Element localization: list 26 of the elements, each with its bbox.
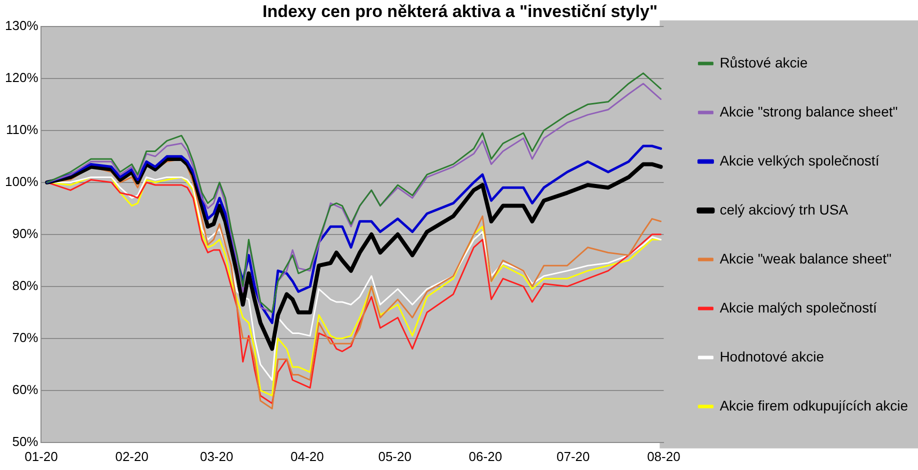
- y-tick-label: 130%: [5, 18, 39, 33]
- x-tick-label: 01-20: [24, 448, 58, 464]
- y-tick-label: 90%: [12, 226, 39, 241]
- y-tick-label: 80%: [12, 278, 39, 293]
- x-tick-label: 06-20: [468, 448, 502, 464]
- legend-label: Akcie "weak balance sheet": [720, 250, 892, 266]
- legend-label: Hodnotové akcie: [720, 348, 824, 364]
- y-tick-label: 60%: [12, 382, 39, 397]
- legend-label: Akcie malých společností: [720, 299, 877, 316]
- chart-title: Indexy cen pro některá aktiva a "investiční styly": [262, 2, 658, 21]
- x-tick-label: 04-20: [290, 448, 324, 464]
- x-tick-label: 02-20: [115, 448, 148, 464]
- y-tick-label: 120%: [5, 70, 39, 85]
- y-tick-label: 100%: [5, 174, 39, 189]
- y-tick-label: 50%: [12, 434, 39, 449]
- x-tick-label: 05-20: [378, 448, 412, 464]
- x-tick-label: 08-20: [647, 448, 680, 464]
- x-tick-label: 03-20: [200, 448, 234, 464]
- legend-label: Akcie firem odkupujících akcie: [720, 397, 908, 414]
- y-tick-label: 70%: [12, 330, 39, 345]
- legend-label: Akcie velkých společností: [720, 152, 880, 168]
- y-tick-label: 110%: [6, 122, 39, 137]
- legend-label: celý akciový trh USA: [720, 201, 849, 218]
- legend-label: Akcie "strong balance sheet": [720, 103, 898, 120]
- legend-label: Růstové akcie: [720, 54, 808, 70]
- x-tick-label: 07-20: [556, 448, 590, 464]
